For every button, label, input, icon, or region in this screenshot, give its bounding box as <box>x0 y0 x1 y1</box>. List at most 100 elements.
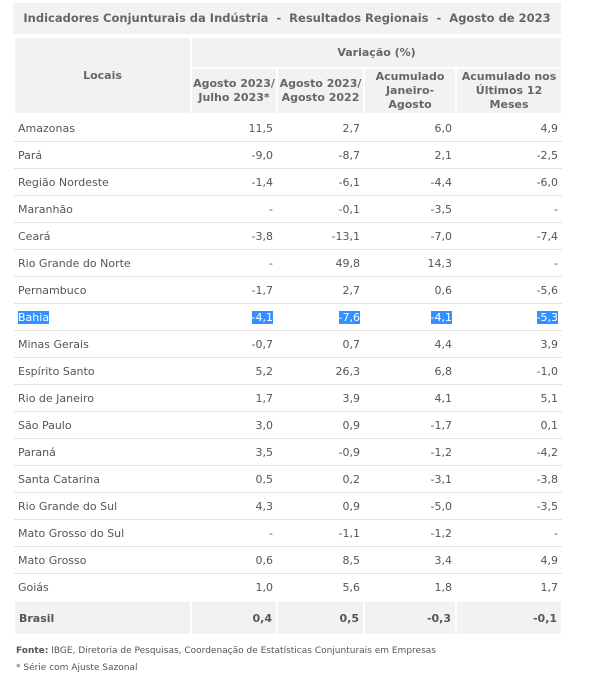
header-group: Variação (%) <box>189 36 564 69</box>
value-cell: -1,0 <box>456 357 563 385</box>
cell-text: -8,7 <box>338 148 360 162</box>
value-cell: 6,0 <box>364 114 456 142</box>
table-row: Minas Gerais -0,7 0,7 4,4 3,9 <box>14 330 563 358</box>
cell-text: Rio Grande do Sul <box>18 499 118 513</box>
cell-text: Região Nordeste <box>18 175 109 189</box>
cell-text: 3,9 <box>540 337 559 351</box>
cell-text: -7,0 <box>430 229 452 243</box>
location-cell: Rio Grande do Norte <box>14 249 191 277</box>
value-cell: 3,4 <box>364 546 456 574</box>
table-row: Paraná 3,5 -0,9 -1,2 -4,2 <box>14 438 563 466</box>
cell-text: 2,7 <box>342 121 361 135</box>
cell-text: - <box>269 526 273 540</box>
cell-text: -0,9 <box>338 445 360 459</box>
value-cell: -5,3 <box>456 303 563 331</box>
cell-text: 3,5 <box>255 445 274 459</box>
cell-text: 4,1 <box>434 391 453 405</box>
table-row: Rio Grande do Sul 4,3 0,9 -5,0 -3,5 <box>14 492 563 520</box>
value-cell: 6,8 <box>364 357 456 385</box>
table-row: Amazonas 11,5 2,7 6,0 4,9 <box>14 114 563 142</box>
cell-text: -0,1 <box>338 202 360 216</box>
value-cell: -3,8 <box>191 222 277 250</box>
location-cell: São Paulo <box>14 411 191 439</box>
location-cell: Mato Grosso do Sul <box>14 519 191 547</box>
table-head: Locais Variação (%) Agosto 2023/ Julho 2… <box>13 36 564 115</box>
cell-text: -3,1 <box>430 472 452 486</box>
value-cell: -4,1 <box>191 303 277 331</box>
location-cell: Amazonas <box>14 114 191 142</box>
location-cell: Rio Grande do Sul <box>14 492 191 520</box>
table-row: Mato Grosso do Sul - -1,1 -1,2 - <box>14 519 563 547</box>
value-cell: 3,0 <box>191 411 277 439</box>
table-row: Brasil 0,4 0,5 -0,3 -0,1 <box>13 600 564 636</box>
footer: Fonte: IBGE, Diretoria de Pesquisas, Coo… <box>16 643 436 677</box>
cell-text: -6,1 <box>338 175 360 189</box>
value-cell: 0,9 <box>277 411 364 439</box>
cell-text: -1,0 <box>536 364 559 378</box>
cell-text: 8,5 <box>342 553 361 567</box>
value-cell: 3,9 <box>277 384 364 412</box>
cell-text: -1,1 <box>338 526 360 540</box>
cell-text: -0,1 <box>532 611 558 625</box>
cell-text: -3,8 <box>536 472 559 486</box>
value-cell: -1,2 <box>364 519 456 547</box>
location-cell: Goiás <box>14 573 191 602</box>
cell-text: -4,2 <box>536 445 559 459</box>
location-cell: Espírito Santo <box>14 357 191 385</box>
value-cell: -8,7 <box>277 141 364 169</box>
cell-text: Paraná <box>18 445 56 459</box>
cell-text: 4,3 <box>255 499 274 513</box>
cell-text: Amazonas <box>18 121 75 135</box>
table-row: Maranhão - -0,1 -3,5 - <box>14 195 563 223</box>
cell-text: Rio Grande do Norte <box>18 256 131 270</box>
value-cell: 4,4 <box>364 330 456 358</box>
cell-text: Goiás <box>18 580 49 594</box>
cell-text: -1,7 <box>430 418 452 432</box>
location-cell: Pernambuco <box>14 276 191 304</box>
cell-text: -5,0 <box>430 499 452 513</box>
location-cell: Rio de Janeiro <box>14 384 191 412</box>
value-cell: -6,1 <box>277 168 364 196</box>
cell-text: -3,8 <box>251 229 273 243</box>
value-cell: 3,5 <box>191 438 277 466</box>
value-cell: -0,1 <box>277 195 364 223</box>
cell-text: 1,8 <box>434 580 453 594</box>
value-cell: - <box>191 249 277 277</box>
cell-text: -3,5 <box>430 202 452 216</box>
location-cell: Mato Grosso <box>14 546 191 574</box>
value-cell: 4,1 <box>364 384 456 412</box>
value-cell: -3,5 <box>364 195 456 223</box>
location-cell: Brasil <box>13 600 192 636</box>
column-header: Agosto 2023/ Julho 2023* <box>190 67 278 115</box>
cell-text: 4,9 <box>540 553 559 567</box>
value-cell: -3,8 <box>456 465 563 493</box>
cell-text: -0,3 <box>426 611 451 625</box>
cell-text: 0,5 <box>339 611 360 625</box>
value-cell: -7,6 <box>277 303 364 331</box>
table-row: Pará -9,0 -8,7 2,1 -2,5 <box>14 141 563 169</box>
value-cell: 0,9 <box>277 492 364 520</box>
cell-text: 5,1 <box>540 391 559 405</box>
cell-text: 6,8 <box>434 364 453 378</box>
value-cell: - <box>456 195 563 223</box>
header-locais: Locais <box>13 36 192 115</box>
location-cell: Pará <box>14 141 191 169</box>
cell-text: -13,1 <box>331 229 360 243</box>
cell-text: -1,2 <box>430 526 452 540</box>
cell-text: -7,6 <box>338 310 360 324</box>
value-cell: -0,7 <box>191 330 277 358</box>
cell-text: 3,9 <box>342 391 361 405</box>
table-row: Mato Grosso 0,6 8,5 3,4 4,9 <box>14 546 563 574</box>
value-cell: -1,7 <box>364 411 456 439</box>
source-text: IBGE, Diretoria de Pesquisas, Coordenaçã… <box>51 646 436 656</box>
value-cell: 0,5 <box>276 600 365 636</box>
table-body: Amazonas 11,5 2,7 6,0 4,9 Pará -9,0 -8,7 2,1 -2,5… <box>13 114 564 636</box>
cell-text: -3,5 <box>536 499 559 513</box>
cell-text: 0,2 <box>342 472 361 486</box>
source: Fonte: IBGE, Diretoria de Pesquisas, Coo… <box>16 643 436 660</box>
cell-text: -9,0 <box>251 148 273 162</box>
value-cell: 3,9 <box>456 330 563 358</box>
value-cell: - <box>456 249 563 277</box>
cell-text: 0,4 <box>252 611 273 625</box>
cell-text: Minas Gerais <box>18 337 89 351</box>
